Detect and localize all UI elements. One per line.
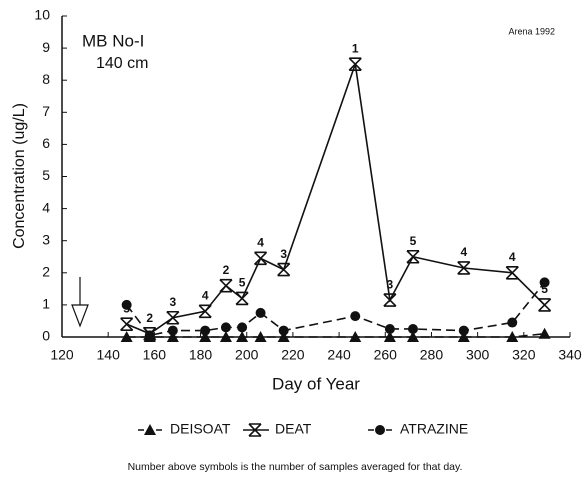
point (458, 325, 469, 336)
legend-label: DEAT (275, 421, 312, 437)
point (167, 325, 178, 336)
x-tick-label: 320 (512, 347, 536, 363)
point (199, 331, 212, 342)
point (120, 331, 133, 342)
legend-label: DEISOAT (170, 421, 231, 437)
y-tick-label: 0 (42, 328, 50, 344)
sample-count: 4 (257, 236, 264, 250)
point (538, 327, 551, 339)
point (237, 322, 248, 333)
point (278, 325, 289, 336)
sample-count: 1 (352, 41, 359, 55)
footnote: Number above symbols is the number of sa… (128, 461, 463, 473)
point (407, 323, 418, 334)
point (144, 330, 155, 341)
source: Arena 1992 (508, 26, 555, 36)
start-arrow (71, 277, 89, 328)
x-tick-label: 180 (189, 347, 213, 363)
point (457, 261, 471, 275)
point (383, 293, 397, 307)
point (220, 322, 231, 333)
point (384, 323, 395, 334)
legend-marker (375, 425, 385, 435)
point (348, 57, 362, 71)
x-tick-label: 200 (235, 347, 259, 363)
point (198, 304, 212, 319)
sample-count: 5 (410, 234, 417, 248)
x-tick-label: 220 (281, 347, 305, 363)
point (219, 278, 233, 293)
legend-label: ATRAZINE (400, 421, 468, 437)
sample-count: 2 (223, 263, 230, 277)
x-tick-label: 140 (97, 347, 121, 363)
point (539, 277, 550, 288)
sample-count: 4 (460, 245, 467, 259)
point (121, 299, 132, 310)
x-tick-label: 280 (420, 347, 444, 363)
x-tick-label: 340 (558, 347, 582, 363)
y-tick-label: 10 (34, 7, 50, 23)
y-tick-label: 3 (42, 231, 50, 247)
sample-count: 5 (541, 282, 548, 296)
y-tick-label: 6 (42, 135, 50, 151)
sample-count: 4 (509, 250, 516, 264)
point (219, 331, 232, 342)
point (277, 262, 291, 277)
chart-subtitle: 140 cm (96, 55, 148, 72)
point (120, 317, 134, 331)
sample-count: 3 (169, 295, 176, 309)
y-axis-label: Concentration (ug/L) (11, 103, 28, 249)
point (254, 251, 268, 266)
y-tick-label: 9 (42, 39, 50, 55)
y-tick-label: 1 (42, 296, 50, 312)
x-axis-label: Day of Year (272, 374, 360, 393)
point (350, 311, 361, 322)
y-tick-label: 5 (42, 167, 50, 183)
sample-count: 3 (280, 247, 287, 261)
point (406, 331, 419, 342)
point (506, 331, 519, 342)
point (166, 310, 180, 325)
point (505, 266, 519, 280)
y-tick-label: 2 (42, 264, 50, 280)
point (457, 331, 470, 342)
x-tick-label: 160 (143, 347, 167, 363)
series-line (126, 63, 546, 335)
x-tick-label: 300 (466, 347, 490, 363)
sample-count: 3 (387, 277, 394, 291)
point (349, 331, 362, 342)
x-tick-label: 120 (50, 347, 74, 363)
legend-marker (248, 423, 262, 437)
point (235, 291, 249, 306)
sample-count: 2 (146, 311, 153, 325)
series-line (126, 281, 546, 337)
point (538, 298, 552, 312)
x-tick-label: 240 (327, 347, 351, 363)
point (236, 331, 249, 342)
point (200, 325, 211, 336)
legend-marker (144, 424, 156, 435)
point (277, 331, 290, 342)
point (166, 331, 179, 342)
series-line (126, 332, 545, 338)
y-tick-label: 8 (42, 71, 50, 87)
sample-count: 4 (202, 288, 209, 302)
sample-count: 5 (239, 276, 246, 290)
point (507, 317, 518, 328)
y-tick-label: 4 (42, 199, 50, 215)
point (255, 307, 266, 318)
point (383, 331, 396, 342)
x-tick-label: 260 (374, 347, 398, 363)
point (406, 249, 420, 264)
chart-title: MB No-I (82, 31, 144, 50)
point (254, 331, 267, 342)
y-tick-label: 7 (42, 103, 50, 119)
